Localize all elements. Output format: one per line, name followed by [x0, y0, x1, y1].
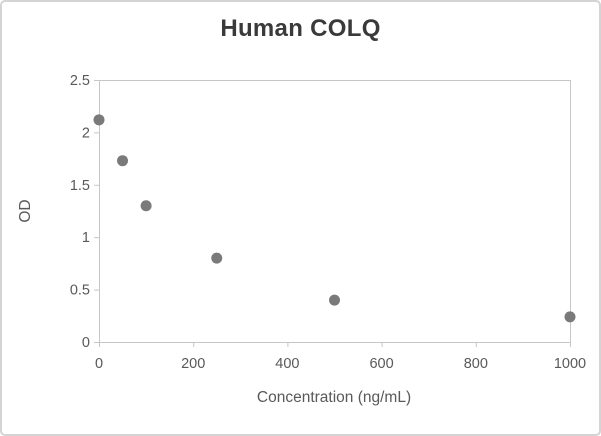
y-tick-label: 0.5 — [70, 283, 90, 299]
y-tick-label: 1.5 — [70, 178, 90, 194]
data-point — [564, 311, 576, 323]
data-point — [211, 252, 223, 264]
x-tick-label: 1000 — [554, 356, 586, 372]
data-point — [93, 114, 105, 126]
data-point — [117, 155, 129, 167]
chart-title: Human COLQ — [220, 15, 381, 42]
x-tick-label: 400 — [275, 356, 299, 372]
data-point — [329, 294, 340, 306]
x-tick-label: 600 — [369, 356, 393, 372]
x-axis-label: Concentration (ng/mL) — [257, 389, 411, 406]
data-point — [140, 200, 152, 212]
y-tick-label: 1 — [82, 230, 90, 246]
plot-layer: 0 200 400 600 800 1000 0 0.5 1 1.5 2 2.5 — [70, 73, 586, 372]
x-tick-label: 0 — [95, 356, 103, 372]
x-tick-label: 200 — [181, 356, 205, 372]
y-tick-label: 0 — [82, 335, 90, 351]
y-tick-label: 2.5 — [70, 73, 90, 89]
y-axis-label: OD — [17, 199, 34, 222]
plot-frame — [99, 80, 571, 343]
y-tick-label: 2 — [82, 125, 90, 141]
x-tick-label: 800 — [464, 356, 488, 372]
